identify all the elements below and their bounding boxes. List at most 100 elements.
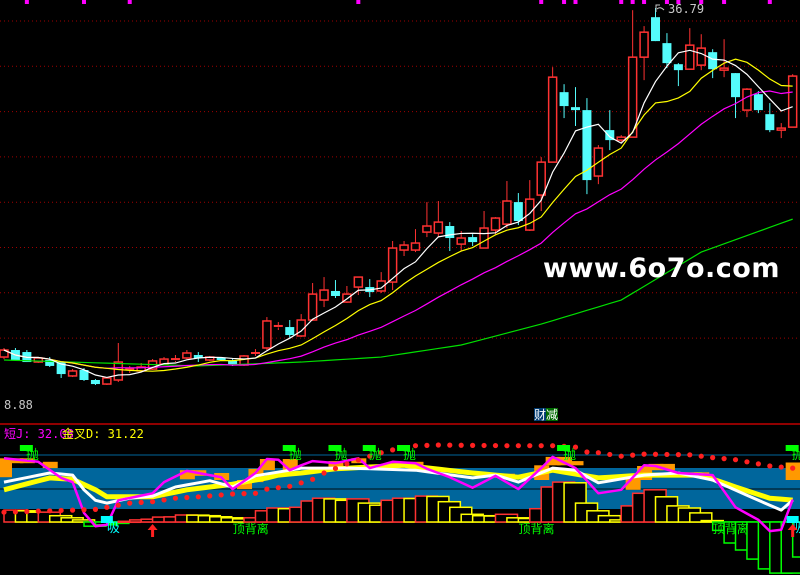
candlesticks [0,8,798,385]
signal-dot [744,459,750,465]
signal-dot [652,451,659,457]
candle-down [330,280,340,299]
candle-body [262,320,272,349]
orange-block [568,461,584,466]
candle-up [182,350,192,360]
sell-flag-icon [362,445,376,451]
candle-body [319,289,329,301]
signal-marker [676,0,681,4]
candle-up [547,67,558,163]
signal-dot [92,506,99,512]
candle-up [113,342,124,383]
high-pointer-icon [655,4,665,12]
signal-dot [504,443,510,449]
candle-body [708,52,718,70]
signal-dot [424,442,430,448]
signal-dot [115,502,121,508]
candle-up [342,285,352,304]
signal-dot [69,507,76,513]
candle-body [113,361,124,381]
candle-up [262,317,272,351]
candle-up [536,157,546,212]
candle-up [456,231,466,252]
moving-averages [3,49,793,379]
signal-dot [378,450,384,456]
candle-body [79,370,89,381]
candle-up [422,202,432,238]
signal-dot [127,500,133,506]
candle-body [776,127,786,131]
signal-marker [539,0,544,4]
signal-marker [562,0,567,4]
candle-body [571,107,580,111]
candle-up [102,377,112,385]
candle-body [170,358,180,361]
signal-dot [138,499,144,505]
ma10-line [3,58,793,372]
signal-marker [664,0,669,4]
orange-block [659,463,675,471]
signal-marker [356,0,361,4]
signal-marker [642,0,647,4]
candle-up [525,180,535,232]
ma20-line [3,90,793,369]
candle-down [765,103,775,133]
candle-up [273,322,283,331]
candle-up [639,26,649,81]
signal-dot [790,465,796,471]
candle-body [490,217,501,231]
candle-body [673,64,683,71]
signal-marker [573,0,578,4]
signal-dot [710,455,716,461]
up-arrow-icon [147,524,158,537]
sell-signal-label: 抛 [334,448,347,463]
candle-body [307,293,318,321]
candle-body [662,43,672,64]
candle-up [502,181,512,229]
candle-up [353,276,364,296]
candle-up [410,229,421,253]
candle-body [296,319,306,337]
candle-up [376,272,386,294]
candle-up [250,349,260,356]
signal-dot [664,451,670,458]
sell-signal-label: 抛 [403,448,416,463]
signal-dot [470,442,476,448]
candle-body [787,75,798,128]
signal-dot [161,497,167,503]
orange-block [237,480,253,490]
signal-dot [1,509,7,515]
signal-dot [47,508,53,514]
signal-dot [755,461,761,467]
candle-down [445,222,455,252]
signal-marker [630,0,635,4]
signal-dot [332,465,339,472]
top-divergence-label: 顶背离 [233,521,269,536]
candle-body [765,114,775,131]
signal-dot [412,443,419,449]
candle-body [125,368,135,371]
sell-signal-label: 抛 [289,448,302,463]
sell-flag-icon [19,445,33,451]
signal-dot [367,453,373,459]
signal-marker [82,0,87,4]
sell-signal-label: 抛 [26,448,39,463]
sell-flag-icon [328,445,342,451]
candle-body [250,351,260,354]
candle-body [731,73,741,98]
signal-dot [310,476,316,482]
sell-signal-label: 抛 [792,448,800,463]
signal-dot [12,509,19,515]
candle-body [353,276,364,288]
signal-dot [195,494,201,500]
signal-dot [641,451,647,457]
candle-body [547,76,558,163]
candle-up [479,211,489,249]
signal-dot [344,461,350,467]
candle-body [102,377,112,385]
candle-down [731,73,741,119]
candle-body [433,221,444,234]
candle-down [571,87,580,127]
candle-down [651,8,661,42]
